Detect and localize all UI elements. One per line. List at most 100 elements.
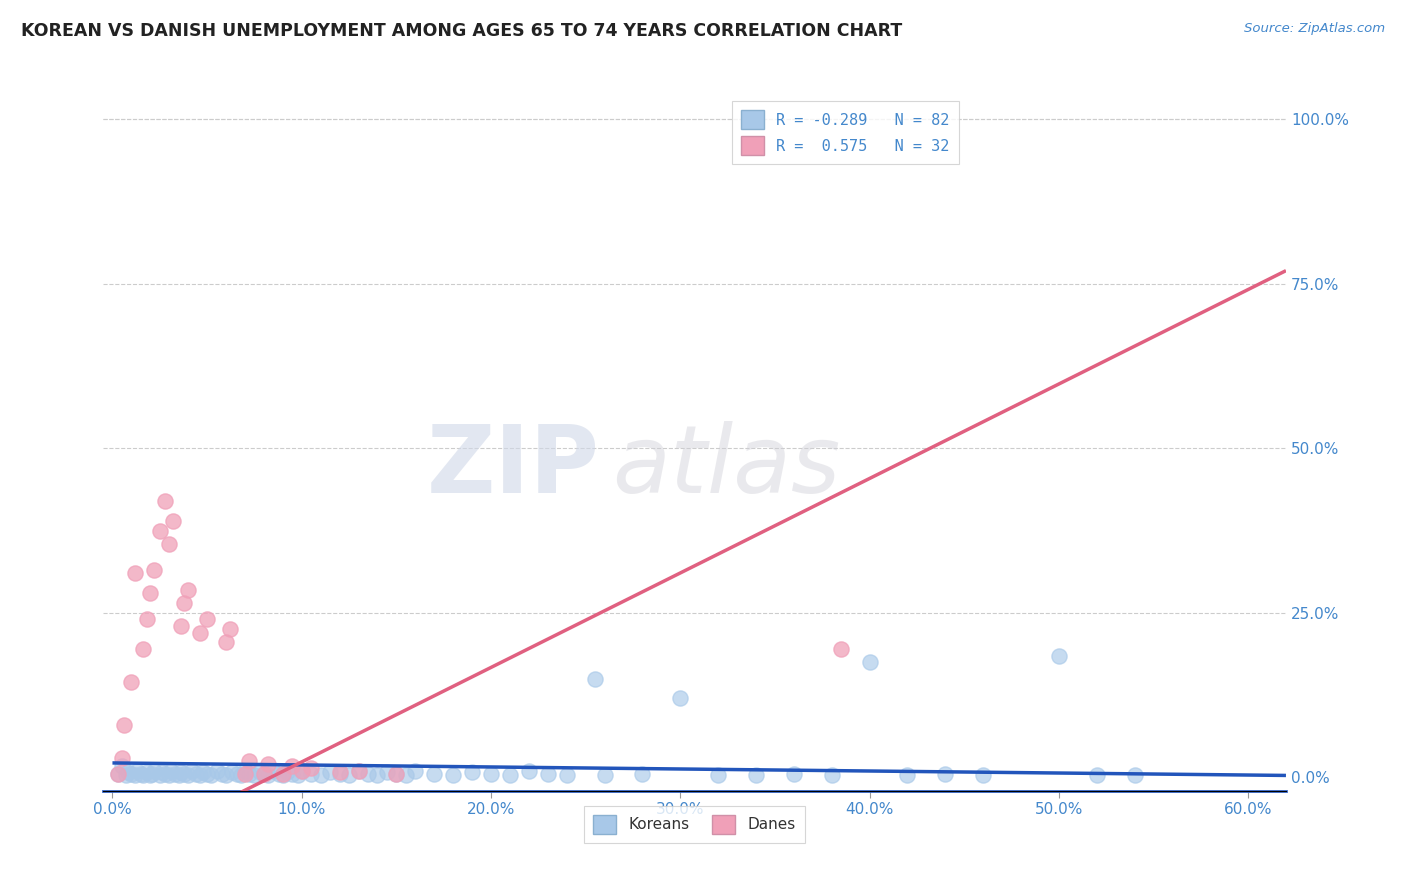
Point [441, 768, 464, 782]
Point [125, 764, 148, 778]
Point [281, 758, 304, 772]
Point [167, 768, 190, 782]
Point [195, 612, 218, 626]
Point [160, 764, 183, 778]
Point [139, 586, 162, 600]
Point [287, 768, 309, 782]
Point [112, 718, 135, 732]
Point [135, 612, 157, 626]
Point [141, 767, 163, 781]
Point [117, 765, 139, 780]
Point [404, 764, 426, 778]
Text: ZIP: ZIP [427, 421, 600, 513]
Point [226, 767, 249, 781]
Point [319, 765, 342, 780]
Point [195, 767, 218, 781]
Point [181, 764, 204, 778]
Point [150, 765, 173, 780]
Point [858, 655, 880, 669]
Text: atlas: atlas [612, 421, 839, 512]
Point [169, 765, 191, 780]
Point [357, 767, 380, 781]
Point [107, 767, 129, 781]
Point [821, 768, 844, 782]
Point [205, 764, 228, 778]
Point [155, 494, 177, 508]
Point [309, 768, 332, 782]
Point [173, 596, 195, 610]
Point [281, 767, 304, 781]
Point [256, 768, 278, 782]
Point [385, 767, 408, 781]
Point [111, 750, 134, 764]
Point [347, 764, 370, 778]
Point [253, 767, 276, 781]
Point [221, 765, 243, 780]
Point [155, 767, 177, 781]
Point [111, 758, 134, 772]
Point [267, 767, 290, 781]
Point [253, 767, 276, 781]
Point [375, 765, 398, 780]
Point [163, 767, 186, 781]
Point [215, 635, 238, 649]
Point [215, 768, 238, 782]
Point [129, 767, 152, 781]
Point [173, 767, 195, 781]
Point [555, 768, 578, 782]
Point [299, 760, 322, 774]
Point [124, 566, 146, 581]
Point [972, 768, 994, 782]
Point [256, 757, 278, 772]
Point [231, 768, 253, 782]
Point [143, 764, 166, 778]
Point [423, 767, 446, 781]
Point [329, 765, 352, 780]
Point [233, 767, 256, 781]
Point [461, 765, 484, 780]
Point [291, 764, 314, 778]
Point [157, 537, 180, 551]
Point [211, 767, 233, 781]
Point [669, 691, 692, 706]
Point [583, 672, 606, 686]
Point [184, 767, 207, 781]
Point [124, 768, 146, 782]
Point [1085, 768, 1108, 782]
Point [347, 764, 370, 778]
Point [593, 768, 616, 782]
Point [385, 767, 408, 781]
Point [271, 768, 294, 782]
Text: Source: ZipAtlas.com: Source: ZipAtlas.com [1244, 22, 1385, 36]
Point [177, 582, 200, 597]
Point [149, 524, 172, 538]
Point [1123, 768, 1146, 782]
Point [243, 768, 266, 782]
Point [299, 767, 322, 781]
Point [162, 514, 184, 528]
Point [157, 768, 180, 782]
Point [120, 767, 142, 781]
Point [114, 768, 136, 782]
Text: KOREAN VS DANISH UNEMPLOYMENT AMONG AGES 65 TO 74 YEARS CORRELATION CHART: KOREAN VS DANISH UNEMPLOYMENT AMONG AGES… [21, 22, 903, 40]
Point [395, 768, 418, 782]
Point [177, 768, 200, 782]
Point [139, 768, 162, 782]
Point [479, 767, 502, 781]
Legend: Koreans, Danes: Koreans, Danes [583, 805, 804, 843]
Point [238, 754, 260, 768]
Point [934, 767, 956, 781]
Point [896, 768, 918, 782]
Point [262, 764, 284, 778]
Point [830, 642, 852, 657]
Point [218, 623, 240, 637]
Point [120, 675, 142, 690]
Point [499, 768, 522, 782]
Point [631, 767, 654, 781]
Point [188, 625, 211, 640]
Point [537, 767, 560, 781]
Point [1047, 648, 1070, 663]
Point [366, 768, 388, 782]
Point [107, 767, 129, 781]
Point [149, 768, 172, 782]
